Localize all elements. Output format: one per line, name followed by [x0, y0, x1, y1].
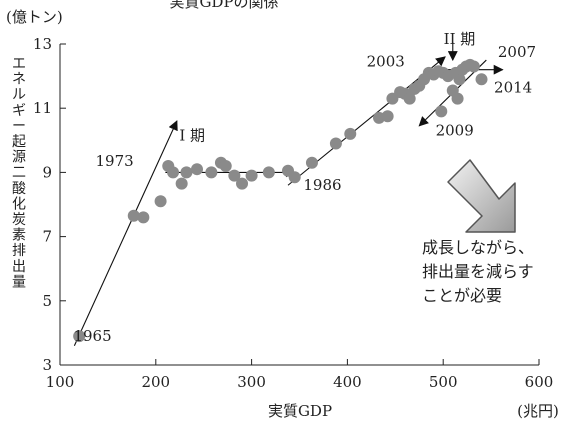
annotations: 1965 1973 I 期 1986 II 期 2003 2007 2014 2009 — [73, 30, 536, 345]
data-point — [175, 177, 188, 190]
data-point — [475, 73, 488, 86]
y-ticks: 3 5 7 9 11 13 — [33, 35, 66, 374]
data-points — [73, 58, 488, 343]
data-point — [245, 169, 258, 182]
data-point — [167, 166, 180, 179]
down-right-arrow-icon — [447, 159, 516, 233]
data-point — [329, 137, 342, 150]
data-point — [236, 177, 249, 190]
annotation-label: 1973 — [96, 152, 134, 170]
y-tick-label: 3 — [42, 356, 52, 374]
x-axis-title: 実質GDP — [268, 402, 332, 420]
y-tick-label: 13 — [33, 35, 52, 53]
data-point — [180, 166, 193, 179]
x-tick-label: 400 — [333, 373, 362, 391]
data-point — [262, 166, 275, 179]
annotation-label: 1965 — [73, 327, 111, 345]
data-point — [403, 92, 416, 105]
y-axis-title-char: 酸 — [12, 181, 26, 197]
chart-title: 実質GDPの関係 — [169, 0, 278, 11]
data-point — [305, 156, 318, 169]
x-tick-label: 500 — [429, 373, 458, 391]
y-axis-title-char: 起 — [12, 134, 26, 150]
data-point — [344, 127, 357, 140]
data-point — [137, 211, 150, 224]
annotation-label: II 期 — [444, 30, 476, 48]
data-point — [190, 163, 203, 176]
y-axis-title-char: 排 — [12, 243, 26, 259]
trend-arrow — [73, 120, 178, 346]
data-point — [205, 166, 218, 179]
data-point — [467, 60, 480, 73]
data-point — [453, 73, 466, 86]
annotation-label: 1986 — [303, 176, 341, 194]
annotation-label: I 期 — [179, 126, 205, 144]
data-point — [127, 209, 140, 222]
data-point — [381, 110, 394, 123]
data-point — [219, 159, 232, 172]
x-axis-unit: (兆円) — [517, 402, 559, 420]
annotation-label: 2007 — [498, 43, 536, 61]
x-ticks: 100 200 300 400 500 600 — [46, 359, 554, 391]
data-point — [228, 169, 241, 182]
y-axis-title-char: 二 — [12, 165, 26, 181]
message-line: 成長しながら、 — [422, 238, 534, 257]
message-line: ことが必要 — [422, 286, 502, 305]
message-line: 排出量を減らす — [422, 262, 534, 281]
annotation-label: 2003 — [367, 53, 405, 71]
y-tick-label: 11 — [33, 99, 52, 117]
data-point — [73, 330, 86, 343]
data-point — [435, 105, 448, 118]
data-point — [451, 92, 464, 105]
y-tick-label: 5 — [42, 292, 52, 310]
data-point — [154, 195, 167, 208]
y-axis-title-char: ネ — [12, 72, 26, 88]
y-axis-title-char: ギ — [12, 103, 26, 119]
x-tick-label: 200 — [141, 373, 170, 391]
y-axis-unit: (億トン) — [6, 8, 63, 26]
y-axis-title-char: 化 — [12, 196, 26, 212]
x-tick-label: 600 — [525, 373, 554, 391]
y-axis-title-char: 源 — [12, 150, 26, 166]
y-axis-title-char: ル — [12, 87, 26, 103]
y-axis-title-char: ー — [12, 118, 26, 134]
y-axis-title-char: エ — [12, 56, 26, 72]
annotation-label: 2009 — [436, 122, 474, 140]
x-tick-label: 100 — [46, 373, 75, 391]
y-tick-label: 9 — [42, 163, 52, 181]
y-tick-label: 7 — [42, 228, 52, 246]
data-point — [288, 171, 301, 184]
annotation-label: 2014 — [494, 78, 532, 96]
y-axis-title-char: 炭 — [12, 212, 26, 228]
x-tick-label: 300 — [237, 373, 266, 391]
y-axis-title-char: 出 — [12, 259, 26, 275]
y-axis-title-char: 素 — [12, 228, 26, 244]
y-axis-title-char: 量 — [12, 274, 26, 290]
